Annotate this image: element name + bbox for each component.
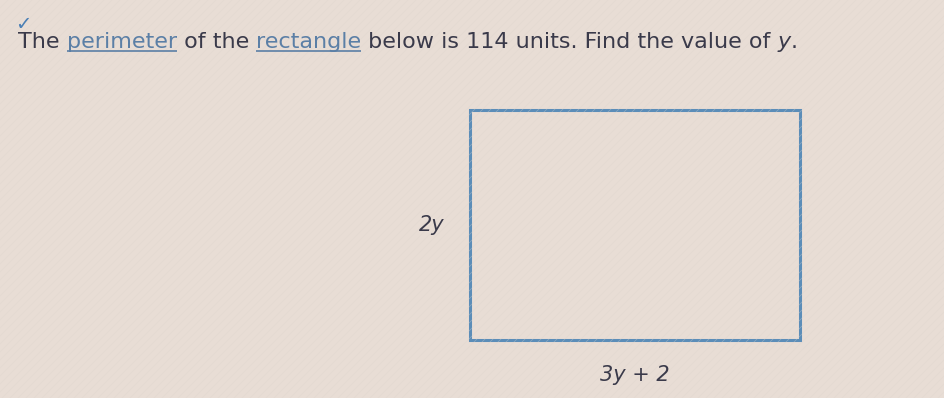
Text: below is 114 units. Find the value of: below is 114 units. Find the value of [362, 32, 778, 52]
Text: rectangle: rectangle [256, 32, 362, 52]
Text: .: . [791, 32, 798, 52]
Text: perimeter: perimeter [67, 32, 177, 52]
Text: ✓: ✓ [15, 15, 31, 34]
Bar [470, 110, 800, 340]
Text: 3y + 2: 3y + 2 [600, 365, 670, 385]
Text: y: y [778, 32, 791, 52]
Text: of the: of the [177, 32, 256, 52]
Text: The: The [18, 32, 67, 52]
Text: 2y: 2y [419, 215, 445, 235]
